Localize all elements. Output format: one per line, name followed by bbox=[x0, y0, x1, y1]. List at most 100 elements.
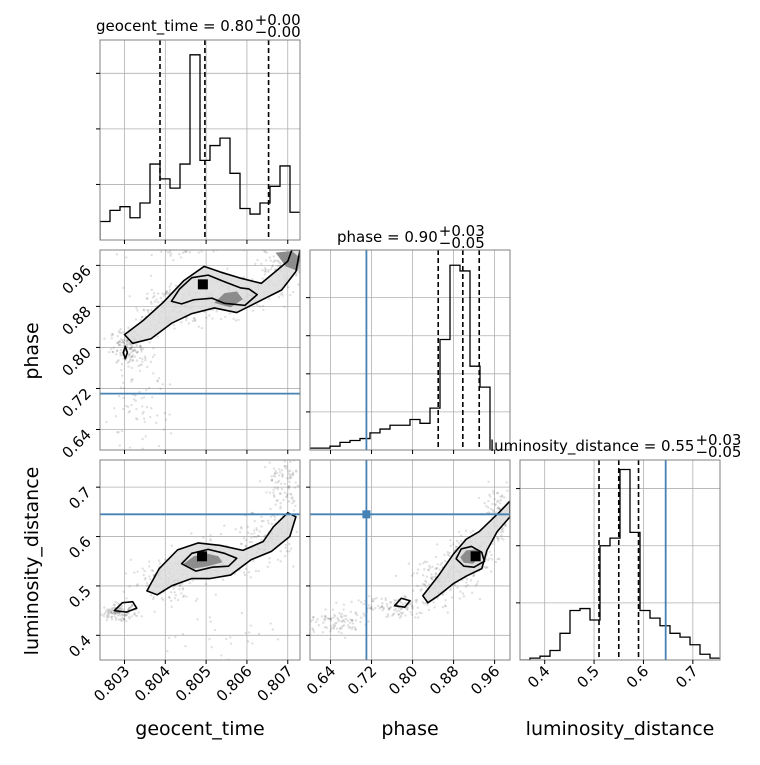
sample-point bbox=[170, 252, 173, 256]
sample-point bbox=[174, 284, 178, 287]
sample-point bbox=[438, 568, 441, 572]
sample-point bbox=[209, 534, 212, 537]
sample-point bbox=[156, 292, 160, 295]
sample-point bbox=[503, 496, 506, 499]
sample-point bbox=[294, 469, 298, 472]
sample-point bbox=[132, 398, 136, 401]
sample-point bbox=[244, 544, 247, 548]
sample-point bbox=[166, 251, 170, 254]
sample-point bbox=[344, 617, 348, 621]
sample-point bbox=[281, 475, 284, 478]
sample-point bbox=[128, 347, 131, 350]
sample-point bbox=[436, 597, 439, 600]
sample-point bbox=[109, 611, 113, 614]
sample-point bbox=[143, 569, 146, 573]
sample-point bbox=[354, 619, 358, 622]
sample-point bbox=[511, 490, 513, 492]
sample-point bbox=[105, 618, 109, 622]
sample-point bbox=[346, 624, 350, 627]
sample-point bbox=[240, 542, 243, 546]
sample-point bbox=[113, 615, 116, 618]
sample-point bbox=[110, 334, 113, 337]
sample-point bbox=[371, 599, 375, 603]
sample-point bbox=[262, 519, 265, 523]
sample-point bbox=[130, 346, 133, 350]
sample-point bbox=[119, 328, 122, 331]
sample-point bbox=[270, 478, 274, 482]
sample-point bbox=[137, 364, 140, 368]
sample-point bbox=[277, 259, 280, 262]
sample-point bbox=[369, 606, 373, 610]
sample-point bbox=[279, 502, 282, 505]
sample-point bbox=[279, 560, 282, 563]
sample-point bbox=[120, 614, 123, 617]
sample-point bbox=[122, 387, 126, 390]
sample-point bbox=[457, 542, 461, 545]
sample-point bbox=[104, 611, 107, 614]
sample-point bbox=[273, 455, 275, 457]
sample-point bbox=[250, 536, 253, 540]
truth-marker bbox=[362, 510, 371, 519]
y-axis-label-phase: phase bbox=[21, 322, 43, 379]
sample-point bbox=[132, 348, 135, 352]
sample-point bbox=[151, 597, 155, 601]
sample-point bbox=[184, 250, 187, 254]
sample-point bbox=[382, 606, 385, 610]
sample-point bbox=[338, 612, 341, 615]
sample-point bbox=[94, 614, 96, 616]
sample-point bbox=[155, 421, 158, 425]
sample-point bbox=[340, 612, 344, 616]
hist-title-luminosity-distance: luminosity_distance = 0.55 bbox=[490, 437, 694, 456]
sample-point bbox=[129, 355, 133, 358]
sample-point bbox=[146, 309, 150, 312]
sample-point bbox=[111, 333, 115, 336]
sample-point bbox=[432, 575, 435, 579]
sample-point bbox=[251, 511, 255, 514]
sample-point bbox=[263, 273, 267, 276]
sample-point bbox=[133, 355, 137, 358]
x-axis-label-geocent-time: geocent_time bbox=[135, 718, 264, 740]
sample-point bbox=[135, 351, 139, 355]
sample-point bbox=[213, 628, 217, 632]
sample-point bbox=[398, 616, 402, 619]
sample-point bbox=[381, 602, 384, 605]
sample-point bbox=[144, 357, 147, 360]
sample-point bbox=[387, 608, 390, 611]
sample-point bbox=[446, 553, 450, 556]
sample-point bbox=[163, 412, 167, 415]
sample-point bbox=[273, 515, 277, 518]
sample-point bbox=[277, 295, 281, 299]
sample-point bbox=[136, 583, 139, 586]
sample-point bbox=[387, 607, 391, 610]
sample-point bbox=[461, 592, 465, 595]
sample-point bbox=[121, 407, 125, 411]
sample-point bbox=[306, 628, 308, 630]
sample-point bbox=[418, 611, 421, 614]
scatter-phase-vs-luminosity-distance-panel: 0.64 0.72 0.80 0.88 0.96 bbox=[303, 459, 513, 698]
sample-point bbox=[381, 609, 384, 612]
sample-point bbox=[138, 344, 142, 347]
sample-point bbox=[210, 645, 213, 649]
sample-point bbox=[252, 535, 256, 539]
sample-point bbox=[126, 341, 130, 344]
sample-point bbox=[329, 617, 332, 621]
y-tick-label-geocent-time-vs-ld-0: 0.4 bbox=[65, 631, 95, 661]
sample-point bbox=[370, 605, 373, 608]
sample-point bbox=[120, 607, 123, 611]
sample-point bbox=[291, 502, 294, 505]
x-tick-label-phase-vs-ld-2: 0.80 bbox=[385, 662, 421, 698]
sample-point bbox=[499, 498, 503, 502]
sample-point bbox=[169, 599, 173, 603]
sample-point bbox=[135, 350, 139, 354]
sample-point bbox=[247, 571, 251, 574]
sample-point bbox=[350, 619, 354, 622]
x-tick-label-luminosity-distance-0: 0.4 bbox=[524, 662, 554, 692]
sample-point bbox=[208, 314, 211, 317]
sample-point bbox=[285, 465, 288, 468]
sample-point bbox=[116, 611, 119, 615]
sample-point bbox=[138, 363, 142, 367]
sample-point bbox=[496, 537, 500, 540]
sample-point bbox=[435, 566, 439, 570]
sample-point bbox=[169, 254, 172, 257]
